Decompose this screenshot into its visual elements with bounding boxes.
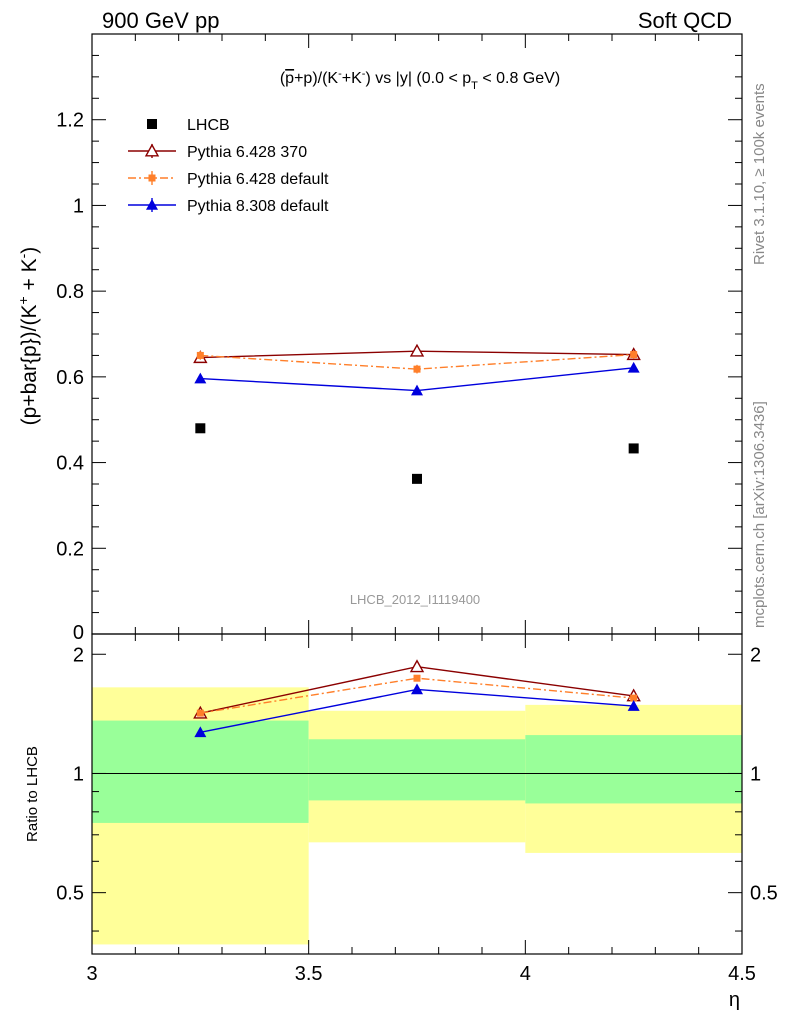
rivet-label: Rivet 3.1.10, ≥ 100k events [751, 83, 768, 265]
main-point-py6_370 [409, 343, 425, 357]
main-point-py8_default [627, 361, 640, 373]
legend-label: Pythia 6.428 370 [187, 144, 307, 161]
ratio-xlabel: η [729, 989, 740, 1011]
main-ytick-label: 0.2 [56, 538, 84, 560]
ratio-point-py6_370 [409, 659, 425, 673]
ratio-band-inner [308, 739, 526, 801]
ratio-series [193, 659, 641, 738]
main-series-py6_default [196, 350, 638, 374]
legend-label: LHCB [187, 117, 230, 134]
ratio-frame [91, 633, 743, 955]
ratio-ytick-label-left: 2 [73, 644, 84, 666]
ratio-ytick-label-right: 0.5 [750, 883, 778, 905]
legend-entry-py6_default: Pythia 6.428 default [128, 171, 329, 188]
ratio-xtick-label: 4.5 [728, 963, 756, 985]
ratio-series-py8_default [194, 683, 640, 738]
main-point-lhcb [412, 473, 422, 484]
legend-marker [147, 119, 157, 129]
ratio-point-py6_default [630, 694, 638, 702]
analysis-id-label: LHCB_2012_I1119400 [350, 592, 480, 607]
legend-marker [148, 174, 156, 182]
ratio-ytick-label-right: 1 [750, 763, 761, 785]
main-series-py8_default [194, 361, 640, 396]
ratio-xtick-labels: 3 3.5 4 4.5 [86, 963, 755, 985]
main-ytick-labels: 0.2 0.4 0.6 0.8 1 1.2 0 [56, 110, 84, 644]
main-point-py8_default [194, 372, 207, 384]
legend-entry-py8_default: Pythia 8.308 default [128, 198, 329, 215]
main-title: (p+p)/(K-+K-) vs |y| (0.0 < pT < 0.8 GeV… [280, 68, 560, 92]
legend-entry-py6_370: Pythia 6.428 370 [128, 143, 307, 161]
main-ytick-label: 1 [73, 195, 84, 217]
main-point-py6_default [196, 351, 204, 359]
ratio-band-inner [92, 720, 309, 823]
ratio-xtick-label: 4 [520, 963, 531, 985]
ratio-point-py8_default [194, 726, 207, 738]
ratio-ylabel: Ratio to LHCB [24, 746, 41, 842]
ratio-ytick-label-left: 0.5 [56, 883, 84, 905]
main-point-py6_default [630, 351, 638, 359]
main-panel: 0.2 0.4 0.6 0.8 1 1.2 0 (p+p)/(K-+K-) vs |y| (… [15, 33, 743, 644]
legend-label: Pythia 6.428 default [187, 171, 329, 188]
legend-marker [146, 199, 158, 210]
ratio-series-py6_default [196, 674, 638, 717]
ratio-point-py6_default [413, 674, 421, 682]
legend-label: Pythia 8.308 default [187, 198, 329, 215]
main-point-py6_default [413, 365, 421, 373]
main-point-py8_default [411, 384, 423, 396]
main-ytick-label: 1.2 [56, 110, 84, 132]
ratio-band-inner [525, 735, 742, 804]
main-series-lhcb [195, 423, 639, 484]
main-ytick-label: 0.4 [56, 453, 84, 475]
main-ticks [91, 33, 743, 635]
main-ytick-label: 0.6 [56, 367, 84, 389]
main-point-lhcb [628, 443, 639, 454]
header-right-label: Soft QCD [638, 8, 732, 33]
ratio-point-py8_default [411, 683, 423, 695]
legend: LHCB Pythia 6.428 370 Pythia 6.428 default… [128, 117, 329, 215]
main-point-lhcb [195, 423, 206, 434]
ratio-point-py6_default [196, 709, 204, 717]
main-series [193, 343, 641, 484]
mcplots-label: mcplots.cern.ch [arXiv:1306.3436] [751, 401, 768, 628]
ratio-ytick-labels: 0.5 0.5 1 1 2 2 [56, 644, 778, 904]
main-ytick-label: 0.8 [56, 281, 84, 303]
main-ytick-label-cut: 0 [73, 622, 84, 644]
ratio-xtick-label: 3 [86, 963, 97, 985]
ratio-bands [92, 687, 742, 945]
ratio-point-py8_default [627, 700, 640, 711]
ratio-panel: 0.5 0.5 1 1 2 2 3 3.5 4 4.5 Ratio to LHCB η [24, 633, 778, 1011]
ratio-xtick-label: 3.5 [295, 963, 323, 985]
legend-marker [144, 143, 160, 157]
main-ylabel: (p+bar{p})/(K+ + K-) [15, 247, 41, 426]
ratio-ytick-label-left: 1 [73, 763, 84, 785]
legend-entry-lhcb: LHCB [147, 117, 230, 134]
ratio-ytick-label-right: 2 [750, 644, 761, 666]
header-left-label: 900 GeV pp [102, 8, 219, 33]
